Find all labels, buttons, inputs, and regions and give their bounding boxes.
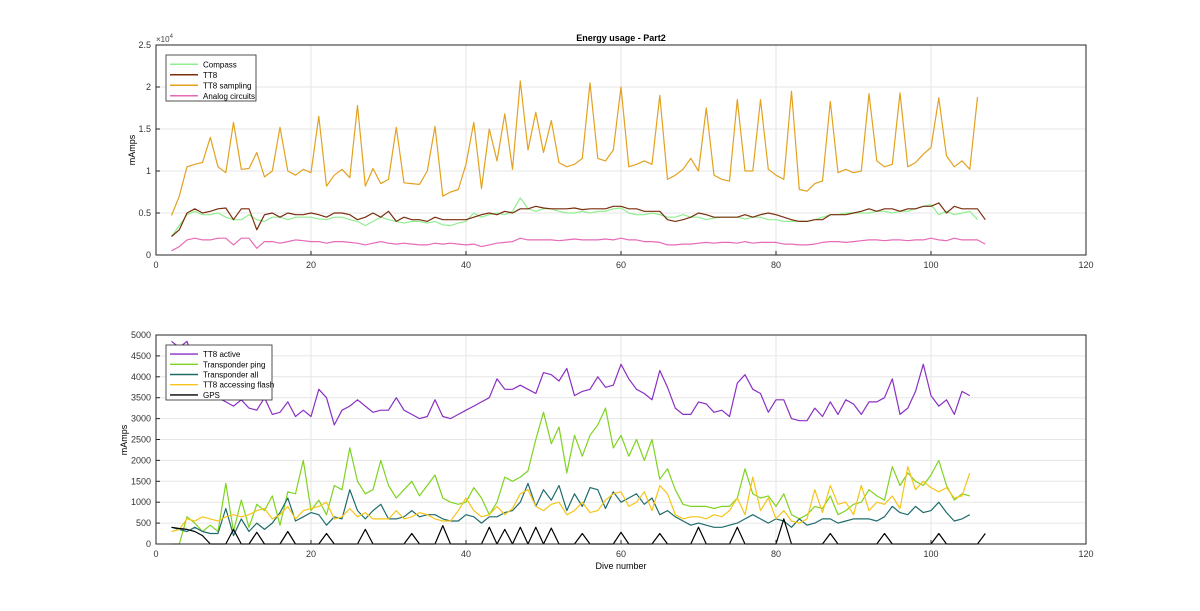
series-line-analog-circuits — [171, 237, 986, 252]
chart-title: Energy usage - Part2 — [576, 33, 666, 43]
y-tick-label: 2.5 — [138, 40, 151, 50]
legend-label: TT8 sampling — [203, 81, 251, 90]
x-tick-label: 80 — [771, 260, 781, 270]
series-line-tt8-sampling — [170, 80, 979, 216]
x-tick-label: 60 — [616, 549, 626, 559]
series-line-compass — [171, 197, 978, 237]
y-tick-label: 1500 — [131, 476, 151, 486]
x-axis-label: Dive number — [595, 561, 646, 571]
legend-box — [165, 54, 257, 102]
legend-label: TT8 active — [203, 350, 241, 359]
y-tick-label: 1 — [146, 166, 151, 176]
y-tick-label: 4500 — [131, 351, 151, 361]
series-line-transponder-all — [171, 482, 971, 537]
tick-labels: 0 20 40 60 80 100 120 0 0.5 1 1.5 2 2.5 — [138, 40, 1093, 270]
y-tick-label: 2 — [146, 82, 151, 92]
legend-label: GPS — [203, 391, 220, 400]
exponent-base: ×10 — [156, 35, 170, 44]
y-tick-label: 1000 — [131, 497, 151, 507]
top-chart: 0 20 40 60 80 100 120 0 0.5 1 1.5 2 2.5 Energy usage… — [127, 33, 1094, 270]
x-tick-label: 0 — [153, 549, 158, 559]
y-tick-label: 4000 — [131, 372, 151, 382]
legend-label: TT8 accessing flash — [203, 381, 274, 390]
exponent-label: ×104 — [156, 34, 174, 44]
tick-labels: 0 20 40 60 80 100 120 0 500 1000 1500 2000 2500 3000 3… — [131, 330, 1094, 559]
series-line-transponder-ping — [171, 407, 970, 545]
legend-label: TT8 — [203, 71, 218, 80]
y-tick-label: 0 — [146, 250, 151, 260]
x-tick-label: 80 — [771, 549, 781, 559]
series-line-tt8 — [171, 202, 986, 237]
y-tick-label: 2500 — [131, 435, 151, 445]
x-tick-label: 0 — [153, 260, 158, 270]
bottom-chart: 0 20 40 60 80 100 120 0 500 1000 1500 2000 2500 3000 3… — [119, 330, 1094, 571]
x-tick-label: 60 — [616, 260, 626, 270]
y-tick-label: 0.5 — [138, 208, 151, 218]
exponent-power: 4 — [170, 34, 174, 40]
series-lines — [170, 80, 986, 252]
y-axis-label: mAmps — [127, 134, 137, 165]
y-tick-label: 3000 — [131, 414, 151, 424]
y-tick-label: 0 — [146, 539, 151, 549]
y-tick-label: 1.5 — [138, 124, 151, 134]
x-tick-label: 120 — [1078, 260, 1093, 270]
y-axis-label: mAmps — [119, 424, 129, 455]
x-tick-label: 100 — [923, 260, 938, 270]
x-tick-label: 40 — [461, 260, 471, 270]
series-line-tt8-accessing-flash — [171, 466, 971, 533]
y-tick-label: 2000 — [131, 455, 151, 465]
legend-label: Analog circuits — [203, 92, 255, 101]
legend-label: Transponder ping — [203, 360, 265, 369]
legend-label: Compass — [203, 60, 237, 69]
y-tick-label: 5000 — [131, 330, 151, 340]
series-line-tt8-active — [171, 340, 971, 426]
x-tick-label: 20 — [306, 549, 316, 559]
y-tick-label: 500 — [136, 518, 151, 528]
y-tick-label: 3500 — [131, 393, 151, 403]
x-tick-label: 40 — [461, 549, 471, 559]
x-tick-label: 120 — [1078, 549, 1093, 559]
legend-label: Transponder all — [203, 371, 259, 380]
x-tick-label: 20 — [306, 260, 316, 270]
x-tick-label: 100 — [923, 549, 938, 559]
